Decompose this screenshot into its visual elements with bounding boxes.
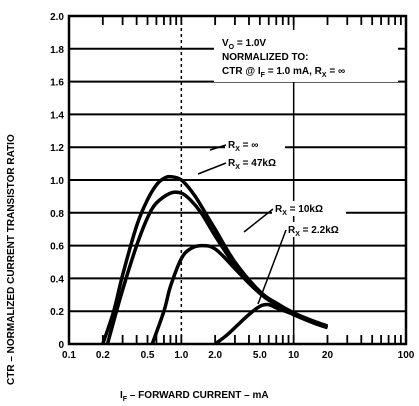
series-line <box>150 243 329 345</box>
series-label: RX = 10kΩ <box>275 204 323 217</box>
y-tick-label: 0.2 <box>50 307 64 318</box>
series-label-bg <box>225 137 285 152</box>
y-tick-label: 1.0 <box>50 176 64 187</box>
series-label: RX = ∞ <box>228 140 258 153</box>
x-tick-label: 0.1 <box>62 350 76 361</box>
y-tick-label: 0.4 <box>50 274 64 285</box>
leader-lines <box>197 144 287 305</box>
leader-line <box>257 229 287 305</box>
plot-border <box>67 14 408 346</box>
series-label-bg <box>225 155 285 170</box>
leader-line <box>243 208 274 233</box>
series-label: RX = 47kΩ <box>228 158 276 171</box>
y-ticks: 0 0.2 0.4 0.6 0.8 1.0 1.2 1.4 1.6 1.8 2.0 <box>50 12 64 351</box>
series-label-bg <box>272 201 346 216</box>
x-ticks: 0.1 0.2 0.5 1.0 2.0 5.0 10 20 100 <box>62 350 415 361</box>
x-tick-label: 0.2 <box>96 350 110 361</box>
series-label: RX = 2.2kΩ <box>288 225 339 238</box>
x-tick-label: 100 <box>398 350 415 361</box>
x-tick-label: 2.0 <box>208 350 222 361</box>
y-tick-label: 0.6 <box>50 242 64 253</box>
x-tick-label: 1.0 <box>174 350 188 361</box>
leader-line <box>209 144 227 151</box>
series-labels: RX = ∞ RX = 47kΩ RX = 10kΩ RX = 2.2kΩ <box>225 137 359 238</box>
leader-line <box>197 162 227 175</box>
x-tick-label: 20 <box>322 350 334 361</box>
y-tick-label: 1.4 <box>50 110 64 121</box>
y-tick-label: 0.8 <box>50 209 64 220</box>
y-axis-title: CTR – NORMALIZED CURRENT TRANSISTOR RATI… <box>6 134 17 385</box>
y-tick-label: 2.0 <box>50 12 64 23</box>
y-tick-label: 1.6 <box>50 78 64 89</box>
annotation-line-3: CTR @ IF = 1.0 mA, RX = ∞ <box>222 66 345 79</box>
y-tick-label: 1.8 <box>50 45 64 56</box>
curves <box>101 174 329 346</box>
x-tick-label: 0.5 <box>141 350 155 361</box>
annotation-bg <box>214 30 398 82</box>
annotation-line-2: NORMALIZED TO: <box>222 52 308 63</box>
x-tick-label: 5.0 <box>253 350 267 361</box>
plot-frame <box>67 14 408 346</box>
y-tick-label: 0 <box>58 340 64 351</box>
x-axis-title: IF – FORWARD CURRENT – mA <box>120 390 269 403</box>
series-line <box>214 302 329 346</box>
y-tick-label: 1.2 <box>50 143 64 154</box>
x-tick-label: 10 <box>288 350 300 361</box>
series-label-bg <box>285 222 359 237</box>
